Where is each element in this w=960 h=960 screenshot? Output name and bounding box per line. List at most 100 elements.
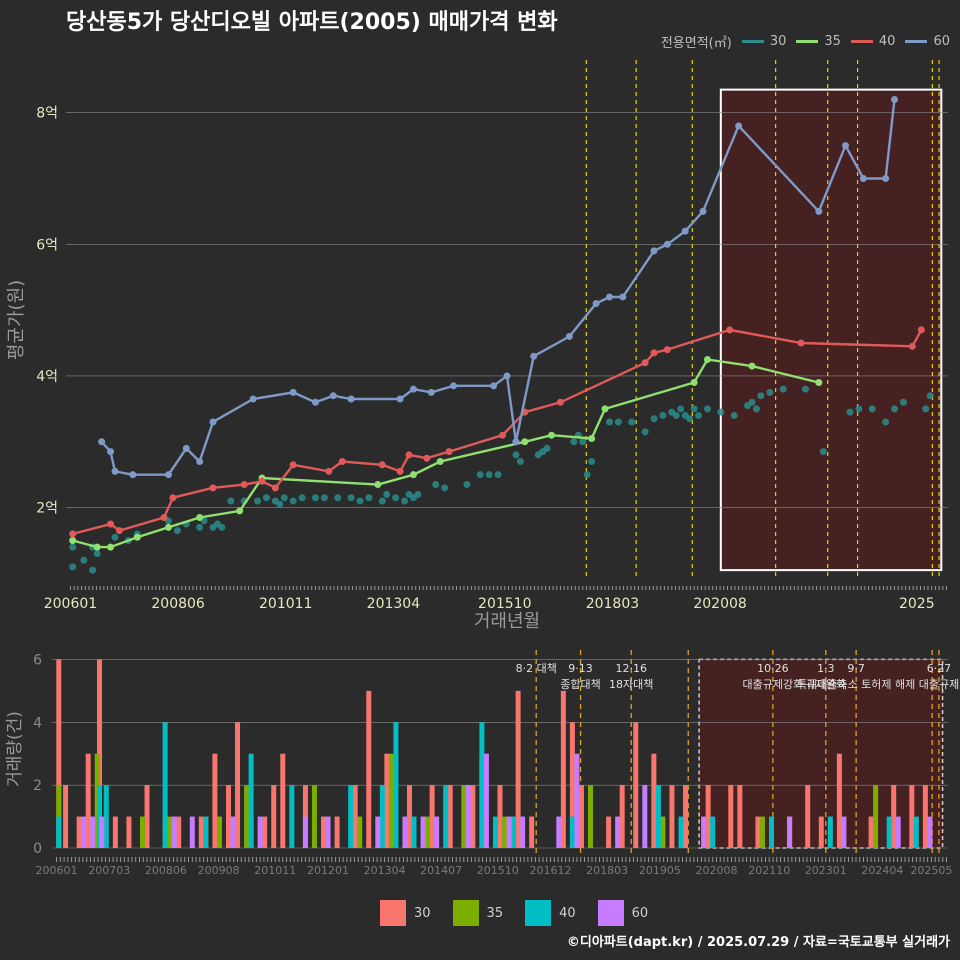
data-point-30 (311, 494, 319, 502)
bar-60 (230, 816, 236, 848)
data-point-30 (334, 494, 342, 502)
data-point-60 (196, 458, 204, 466)
legend-line-40 (850, 40, 873, 43)
data-point-30 (605, 418, 613, 426)
bar-30 (805, 785, 811, 848)
data-point-40 (499, 431, 507, 439)
bar-35 (388, 753, 394, 848)
bar-40 (492, 816, 498, 848)
bar-30 (126, 816, 132, 848)
bar-30 (651, 753, 657, 848)
bar-40 (411, 816, 417, 848)
bar-35 (244, 785, 250, 848)
bar-30 (85, 753, 91, 848)
data-point-40 (289, 461, 297, 469)
bar-40 (710, 816, 716, 848)
data-point-60 (891, 95, 899, 103)
data-point-60 (842, 142, 850, 150)
policy-annotation: 대출규제 (919, 678, 959, 691)
data-point-60 (209, 418, 217, 426)
data-point-30 (93, 550, 101, 558)
x-tick-label: 201304 (367, 596, 421, 612)
bar-x-tick-label: 201510 (477, 864, 519, 877)
data-point-35 (521, 438, 529, 446)
bar-legend-item-60: 60 (597, 900, 648, 926)
bar-30 (529, 816, 535, 848)
bar-30 (321, 816, 327, 848)
bar-30 (262, 816, 268, 848)
data-point-30 (717, 408, 725, 416)
data-point-35 (164, 523, 172, 531)
data-point-35 (601, 405, 609, 413)
bar-legend-label-30: 30 (414, 905, 431, 921)
data-point-30 (347, 494, 355, 502)
data-point-30 (289, 497, 297, 505)
data-point-60 (347, 395, 355, 403)
legend-top: 전용면적(㎡) 30 35 40 60 (661, 32, 950, 51)
data-point-35 (690, 379, 698, 387)
bar-30 (922, 785, 928, 848)
legend-label-60: 60 (933, 34, 950, 49)
bar-60 (257, 816, 263, 848)
data-point-30 (173, 527, 181, 535)
data-point-30 (757, 392, 765, 400)
data-point-30 (748, 398, 756, 406)
data-point-35 (69, 537, 77, 545)
bar-30 (818, 816, 824, 848)
data-point-30 (80, 556, 88, 564)
data-point-30 (378, 497, 386, 505)
data-point-60 (882, 174, 890, 182)
data-point-40 (378, 461, 386, 469)
data-point-30 (641, 428, 649, 436)
data-point-30 (868, 405, 876, 413)
data-point-30 (494, 471, 502, 479)
bar-40 (348, 785, 354, 848)
data-point-60 (650, 247, 658, 255)
data-point-60 (289, 388, 297, 396)
bar-legend-item-40: 40 (525, 900, 576, 926)
data-point-60 (699, 207, 707, 215)
data-point-30 (516, 458, 524, 466)
data-point-30 (298, 494, 306, 502)
x-tick-label: 201803 (586, 596, 639, 612)
data-point-30 (69, 563, 77, 571)
bar-35 (425, 816, 431, 848)
bar-40 (443, 785, 449, 848)
legend-item-60: 60 (905, 34, 950, 49)
data-point-30 (89, 566, 97, 574)
data-point-60 (605, 293, 613, 301)
bar-x-tick-label: 201612 (530, 864, 572, 877)
data-point-30 (766, 388, 774, 396)
y-tick-label: 6억 (36, 237, 58, 253)
bar-x-tick-label: 202301 (805, 864, 847, 877)
y-tick-label: 4억 (36, 369, 58, 385)
x-tick-label: 200806 (151, 596, 205, 612)
bar-legend-swatch-30 (380, 900, 406, 926)
data-point-40 (556, 398, 564, 406)
bar-40 (248, 753, 254, 848)
policy-annotation: 10·26 (757, 662, 789, 675)
data-point-30 (926, 392, 934, 400)
bar-30 (569, 722, 575, 848)
bar-x-tick-label: 202008 (695, 864, 737, 877)
bar-40 (203, 816, 209, 848)
data-point-30 (628, 418, 636, 426)
y-tick-label: 8억 (36, 106, 58, 122)
bar-40 (913, 816, 919, 848)
data-point-30 (588, 458, 596, 466)
bar-x-tick-label: 202404 (861, 864, 903, 877)
bar-30 (578, 785, 584, 848)
data-point-60 (396, 395, 404, 403)
bar-60 (701, 816, 707, 848)
data-point-60 (815, 207, 823, 215)
bar-60 (556, 816, 562, 848)
bar-30 (497, 785, 503, 848)
data-point-35 (107, 543, 115, 551)
bar-60 (506, 816, 512, 848)
bar-60 (420, 816, 426, 848)
bar-60 (99, 816, 105, 848)
highlight-box (719, 88, 943, 572)
data-point-40 (271, 484, 279, 492)
data-point-40 (69, 530, 77, 538)
